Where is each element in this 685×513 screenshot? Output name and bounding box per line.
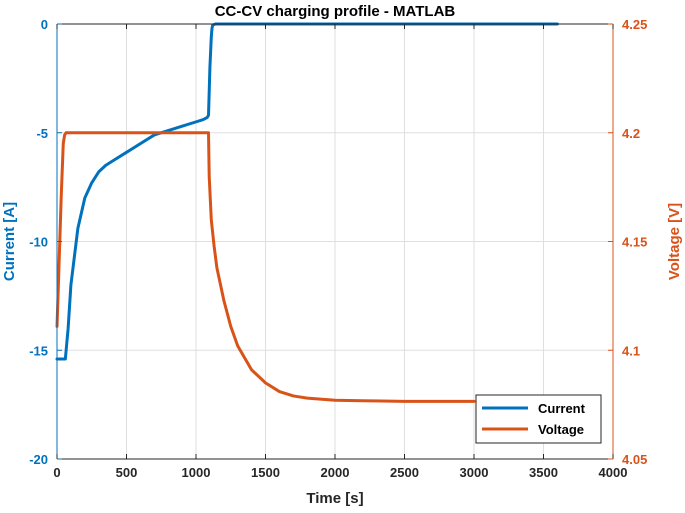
- y-tick-label-left: -15: [29, 343, 48, 358]
- y-tick-label-right: 4.1: [622, 343, 640, 358]
- x-tick-label: 1000: [182, 465, 211, 480]
- tick-labels: 0 500 1000 1500 2000 2500 3000 3500 4000 0 -5 -10 -1…: [29, 17, 647, 480]
- x-tick-label: 3000: [460, 465, 489, 480]
- y-tick-label-left: -20: [29, 452, 48, 467]
- x-tick-label: 0: [53, 465, 60, 480]
- y-tick-label-right: 4.15: [622, 235, 647, 250]
- legend-box: [475, 394, 602, 444]
- y-axis-label-right: Voltage [V]: [666, 203, 683, 280]
- x-tick-label: 500: [116, 465, 138, 480]
- y-axis-label-left: Current [A]: [1, 202, 18, 281]
- x-tick-label: 2000: [321, 465, 350, 480]
- y-tick-label-left: -10: [29, 235, 48, 250]
- y-tick-label-right: 4.25: [622, 17, 647, 32]
- x-tick-label: 1500: [251, 465, 280, 480]
- x-axis-label: Time [s]: [306, 490, 363, 507]
- legend: Current Voltage: [475, 394, 602, 444]
- legend-label-voltage: Voltage: [538, 422, 584, 437]
- legend-label-current: Current: [538, 401, 586, 416]
- y-tick-label-right: 4.05: [622, 452, 647, 467]
- chart-title: CC-CV charging profile - MATLAB: [215, 3, 456, 20]
- x-tick-label: 4000: [599, 465, 628, 480]
- y-tick-label-left: 0: [41, 17, 48, 32]
- x-tick-label: 2500: [390, 465, 419, 480]
- y-tick-label-left: -5: [36, 126, 48, 141]
- axes: [56, 23, 614, 460]
- y-tick-label-right: 4.2: [622, 126, 640, 141]
- series-line-voltage: [55, 131, 476, 403]
- x-tick-label: 3500: [529, 465, 558, 480]
